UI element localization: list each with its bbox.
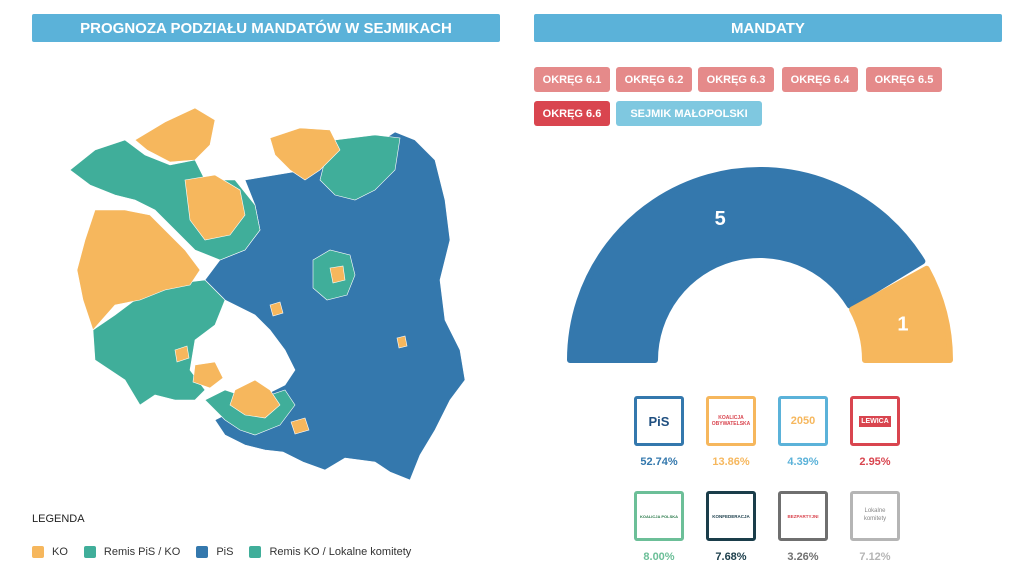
region-ko-small-4[interactable] [290,417,310,435]
legend-item-remis-pis-ko: Remis PiS / KO [83,546,181,558]
party-percent-konfederacja: 7.68% [715,551,747,563]
party-logo-lewica[interactable]: LEWICA [850,396,900,446]
legend-item-remis-ko-lokalne: Remis KO / Lokalne komitety [249,546,411,558]
seats-title: MANDATY [534,14,1002,42]
legend-swatch-pis [196,546,209,558]
region-ko-small-5[interactable] [174,345,190,363]
party-logo-text-bezpartyjni: BEZPARTYJNI [787,513,819,519]
region-ko-small-3[interactable] [396,335,408,349]
tab-okreg-6-1[interactable]: OKRĘG 6.1 [534,67,610,92]
tab-okreg-6-4[interactable]: OKRĘG 6.4 [782,67,858,92]
party-percent-ko: 13.86% [712,456,750,468]
seats-segment-ko[interactable] [849,265,953,363]
party-percent-bezpartyjni: 3.26% [787,551,819,563]
party-percent-polska2050: 4.39% [787,456,819,468]
party-logo-text-konfederacja: KONFEDERACJA [712,513,750,519]
legend-label-ko: KO [52,546,68,558]
tab-sejmik-malopolski[interactable]: SEJMIK MAŁOPOLSKI [616,101,762,126]
map-title: PROGNOZA PODZIAŁU MANDATÓW W SEJMIKACH [32,14,500,42]
region-ko-west[interactable] [76,209,201,331]
region-ko-small-2[interactable] [329,265,346,284]
legend-swatch-remis-ko-lokalne [249,546,262,558]
party-percent-lokalne-komitety: 7.12% [859,551,891,563]
party-logo-text-lewica: LEWICA [859,415,891,427]
region-ko-north[interactable] [134,107,216,163]
party-logo-text-lokalne-komitety: Lokalne komitety [863,508,887,522]
legend-swatch-remis-pis-ko [83,546,96,558]
tab-okreg-6-3[interactable]: OKRĘG 6.3 [698,67,774,92]
party-logo-text-ko: KOALICJA OBYWATELSKA [711,415,751,427]
legend-label-remis-ko-lokalne: Remis KO / Lokalne komitety [269,546,412,558]
party-logo-bezpartyjni[interactable]: BEZPARTYJNI [778,491,828,541]
poland-map-svg[interactable] [55,100,475,490]
poland-map[interactable] [55,100,475,490]
region-remis-northeast[interactable] [319,134,401,201]
legend-label-pis: PiS [216,546,234,558]
tab-okreg-6-6[interactable]: OKRĘG 6.6 [534,101,610,126]
party-logo-koalicja-polska[interactable]: KOALICJA POLSKA [634,491,684,541]
party-logo-text-polska2050: 2050 [790,415,816,427]
tab-okreg-6-2[interactable]: OKRĘG 6.2 [616,67,692,92]
region-ko-small-1[interactable] [269,301,284,317]
legend-swatch-ko [32,546,44,558]
legend-label-remis-pis-ko: Remis PiS / KO [103,546,181,558]
party-percent-koalicja-polska: 8.00% [643,551,675,563]
party-percent-lewica: 2.95% [859,456,891,468]
seats-segment-pis[interactable] [567,167,926,363]
legend: KO Remis PiS / KO PiS Remis KO / Lokalne… [32,546,427,558]
tab-okreg-6-5[interactable]: OKRĘG 6.5 [866,67,942,92]
legend-item-pis: PiS [196,546,233,558]
region-ko-south[interactable] [229,379,281,419]
party-logo-pis[interactable]: PiS [634,396,684,446]
region-ko-northeast[interactable] [269,127,341,181]
region-ko-northcenter[interactable] [184,174,246,241]
party-percent-pis: 52.74% [640,456,678,468]
party-logo-text-koalicja-polska: KOALICJA POLSKA [639,513,679,519]
region-ko-southwest[interactable] [192,361,224,389]
seats-label-pis: 5 [715,208,726,230]
legend-item-ko: KO [32,546,68,558]
seats-chart-svg: 51 [567,167,953,363]
party-logo-text-pis: PiS [648,413,670,429]
party-logo-konfederacja[interactable]: KONFEDERACJA [706,491,756,541]
legend-title: LEGENDA [32,513,85,525]
region-remis-west[interactable] [92,279,226,406]
party-logo-ko[interactable]: KOALICJA OBYWATELSKA [706,396,756,446]
party-logo-lokalne-komitety[interactable]: Lokalne komitety [850,491,900,541]
seats-label-ko: 1 [897,313,908,335]
party-logo-polska2050[interactable]: 2050 [778,396,828,446]
